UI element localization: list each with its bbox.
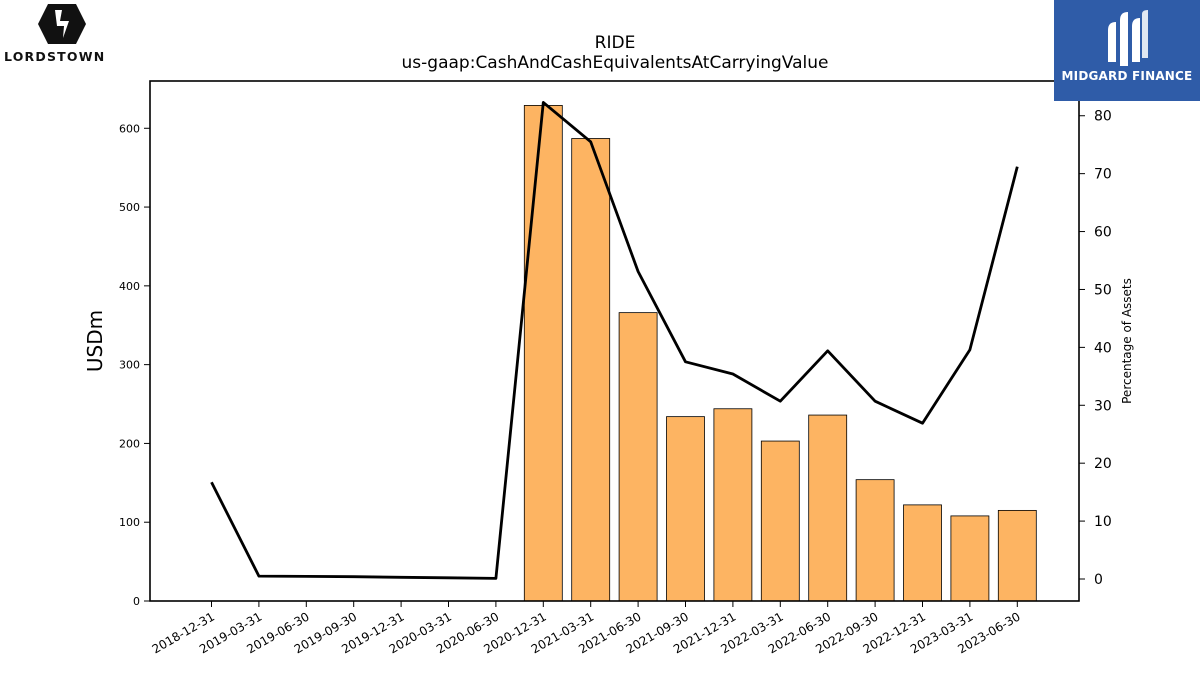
- y-axis-label: USDm: [83, 310, 107, 372]
- y2-tick-label: 40: [1094, 340, 1112, 356]
- bar-2023-06-30: [997, 509, 1037, 602]
- y2-axis-label: Percentage of Assets: [1120, 278, 1134, 404]
- bar-2021-03-31: [571, 138, 611, 602]
- y2-tick-label: 20: [1094, 456, 1112, 472]
- y-tick-label: 0: [133, 595, 140, 608]
- midgard-m-icon: [1108, 10, 1148, 66]
- bar-2021-06-30: [618, 312, 658, 602]
- y2-tick-label: 50: [1094, 282, 1112, 298]
- lordstown-logo: LORDSTOWN: [0, 0, 125, 70]
- lightning-shield-icon: [38, 4, 86, 44]
- bar-2022-06-30: [808, 414, 848, 602]
- y-tick-label: 400: [119, 280, 140, 293]
- y-tick-label: 300: [119, 359, 140, 372]
- bar-2021-09-30: [666, 416, 705, 602]
- y2-tick-label: 30: [1094, 398, 1112, 414]
- bar-2022-09-30: [855, 479, 895, 602]
- y2-tick-label: 70: [1094, 167, 1112, 183]
- x-axis: 2018-12-312019-03-312019-06-302019-09-30…: [150, 601, 1023, 656]
- bar-2023-03-31: [950, 515, 990, 602]
- y-tick-label: 200: [119, 437, 140, 450]
- plot-area: [149, 80, 1080, 602]
- bar-series: [523, 105, 1037, 602]
- chart-subtitle: us-gaap:CashAndCashEquivalentsAtCarrying…: [402, 53, 829, 73]
- y2-tick-label: 80: [1094, 109, 1112, 125]
- chart-title: RIDE: [595, 33, 636, 53]
- y-tick-label: 100: [119, 516, 140, 529]
- y-axis-left: 0 100 200 300 400 500 600: [119, 122, 150, 608]
- y2-tick-label: 0: [1094, 572, 1103, 588]
- line-series: [210, 101, 1019, 580]
- midgard-finance-logo: MIDGARD FINANCE: [1054, 0, 1200, 101]
- y-axis-right: 0 10 20 30 40 50 60 70 80: [1079, 109, 1112, 588]
- bar-2022-12-31: [903, 504, 942, 602]
- y-tick-label: 500: [119, 201, 140, 214]
- lordstown-wordmark: LORDSTOWN: [4, 49, 106, 64]
- bar-2020-12-31: [523, 105, 563, 602]
- y-tick-label: 600: [119, 122, 140, 135]
- bar-2021-12-31: [713, 408, 753, 602]
- y2-tick-label: 60: [1094, 225, 1112, 241]
- bar-2022-03-31: [760, 440, 800, 602]
- y2-tick-label: 10: [1094, 514, 1112, 530]
- midgard-wordmark: MIDGARD FINANCE: [1061, 69, 1193, 83]
- percentage-line: [210, 101, 1019, 580]
